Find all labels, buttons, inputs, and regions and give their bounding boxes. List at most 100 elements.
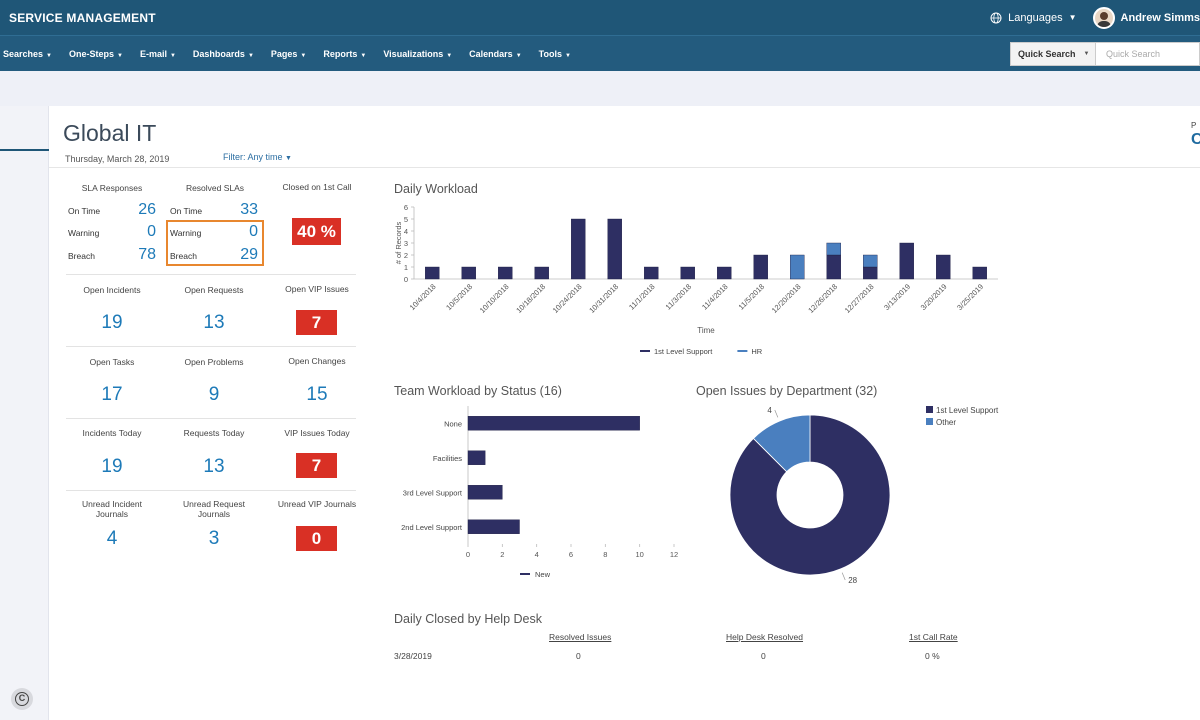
legend-label: 1st Level Support	[936, 406, 999, 415]
resolved-on-time-label: On Time	[170, 206, 203, 216]
nav-reports[interactable]: Reports ▼	[323, 49, 366, 59]
bar	[467, 485, 503, 500]
open-incidents-value[interactable]: 19	[101, 312, 123, 333]
nav-label: Calendars	[469, 48, 513, 59]
page-title: Global IT	[63, 120, 157, 146]
sla-warning-value[interactable]: 0	[147, 223, 156, 240]
requests-today-value[interactable]: 13	[203, 456, 225, 477]
x-tick-label: 3/13/2019	[882, 282, 912, 312]
nav-one-steps[interactable]: One-Steps ▼	[69, 49, 123, 59]
nav-e-mail[interactable]: E-mail ▼	[140, 49, 176, 59]
nav-pages[interactable]: Pages ▼	[271, 49, 306, 59]
y-tick-label: 4	[404, 227, 408, 236]
open-issues-title: Open Issues by Department (32)	[696, 384, 878, 398]
team-workload-chart[interactable]: 0 2 4 6 8 10 12 None Facilities 3rd Level Support…	[390, 400, 690, 585]
y-axis-label: # of Records	[394, 221, 403, 264]
open-vip-issues-value[interactable]: 7	[296, 310, 337, 335]
quick-search-label: Quick Search	[1018, 49, 1076, 59]
y-tick-label: 5	[404, 215, 408, 224]
unread-vip-journals-value[interactable]: 0	[296, 526, 337, 551]
chevron-down-icon: ▼	[169, 52, 176, 59]
nav-label: Searches	[3, 48, 44, 59]
open-tasks-value[interactable]: 17	[101, 384, 123, 405]
nav-label: Visualizations	[383, 48, 444, 59]
page-date: Thursday, March 28, 2019	[65, 154, 170, 164]
bar	[753, 254, 768, 280]
slice-value-label: 28	[848, 576, 857, 583]
bar	[571, 218, 586, 280]
x-tick-label: 10/10/2018	[478, 282, 511, 315]
toolbar-strip	[0, 71, 1200, 106]
open-issues-chart[interactable]: 28 4 1st Level Support Other	[700, 398, 1020, 583]
x-tick-label: 10/4/2018	[408, 282, 438, 312]
unread-incident-journals-label: Unread Incident Journals	[66, 499, 158, 519]
col-first-call-rate[interactable]: 1st Call Rate	[909, 632, 958, 642]
closed-first-call-value[interactable]: 40 %	[292, 218, 341, 245]
copyright-button[interactable]: C	[11, 688, 33, 710]
row-resolved: 0	[576, 651, 581, 661]
x-tick-label: 4	[535, 550, 539, 559]
category-label: None	[444, 419, 462, 428]
bar	[467, 519, 520, 534]
x-tick-label: 8	[603, 550, 607, 559]
incidents-today-label: Incidents Today	[82, 428, 142, 438]
nav-tools[interactable]: Tools ▼	[539, 49, 571, 59]
quick-search-input[interactable]	[1096, 42, 1200, 66]
x-tick-label: 2	[500, 550, 504, 559]
nav-dashboards[interactable]: Dashboards ▼	[193, 49, 254, 59]
x-axis-label: Time	[697, 326, 715, 335]
resolved-breach-value[interactable]: 29	[240, 246, 258, 263]
open-requests-value[interactable]: 13	[203, 312, 225, 333]
slice-leader	[841, 572, 846, 581]
col-help-desk-resolved[interactable]: Help Desk Resolved	[726, 632, 804, 642]
languages-menu[interactable]: Languages ▼	[990, 12, 1077, 24]
open-changes-value[interactable]: 15	[306, 384, 328, 405]
bar	[790, 254, 805, 280]
filter-dropdown[interactable]: Filter: Any time ▼	[223, 152, 292, 162]
nav-calendars[interactable]: Calendars ▼	[469, 49, 521, 59]
nav-searches[interactable]: Searches ▼	[3, 49, 52, 59]
slice-leader	[774, 409, 779, 418]
incidents-today-value[interactable]: 19	[101, 456, 123, 477]
open-tasks-label: Open Tasks	[89, 357, 135, 367]
avatar	[1092, 6, 1115, 29]
bar	[826, 242, 841, 256]
sla-on-time-value[interactable]: 26	[138, 201, 156, 218]
resolved-warning-value[interactable]: 0	[249, 223, 258, 240]
app-title[interactable]: SERVICE MANAGEMENT	[9, 10, 156, 25]
quick-search: Quick Search ▼	[1010, 42, 1200, 66]
slice-value-label: 4	[767, 406, 772, 415]
chevron-down-icon: ▼	[1083, 51, 1090, 57]
bar	[717, 266, 732, 280]
x-tick-label: 3/20/2019	[919, 282, 949, 312]
category-label: 3rd Level Support	[403, 488, 463, 497]
label-line: Journals	[197, 509, 231, 519]
unread-incident-journals-value[interactable]: 4	[106, 528, 118, 549]
chevron-down-icon: ▼	[117, 52, 123, 59]
chevron-down-icon: ▼	[285, 155, 292, 162]
bar	[936, 254, 951, 280]
chevron-down-icon: ▼	[360, 52, 367, 59]
x-tick-label: 6	[569, 550, 573, 559]
open-problems-value[interactable]: 9	[208, 384, 220, 405]
vip-issues-today-value[interactable]: 7	[296, 453, 337, 478]
x-tick-label: 11/4/2018	[700, 282, 730, 312]
resolved-slas-label: Resolved SLAs	[185, 183, 245, 193]
unread-request-journals-label: Unread Request Journals	[166, 499, 262, 519]
legend-swatch	[926, 418, 933, 425]
kpi-divider	[66, 274, 356, 275]
user-menu[interactable]: Andrew Simms	[1092, 6, 1200, 29]
y-tick-label: 2	[404, 251, 408, 260]
unread-request-journals-value[interactable]: 3	[208, 528, 220, 549]
legend-swatch	[926, 406, 933, 413]
left-panel-selection	[0, 149, 49, 151]
nav-label: One-Steps	[68, 48, 114, 59]
nav-visualizations[interactable]: Visualizations ▼	[383, 49, 452, 59]
y-tick-label: 6	[404, 203, 408, 212]
col-resolved-issues[interactable]: Resolved Issues	[549, 632, 612, 642]
bar	[467, 450, 486, 465]
quick-search-select[interactable]: Quick Search ▼	[1010, 42, 1096, 66]
sla-breach-value[interactable]: 78	[138, 246, 156, 263]
resolved-on-time-value[interactable]: 33	[240, 201, 258, 218]
